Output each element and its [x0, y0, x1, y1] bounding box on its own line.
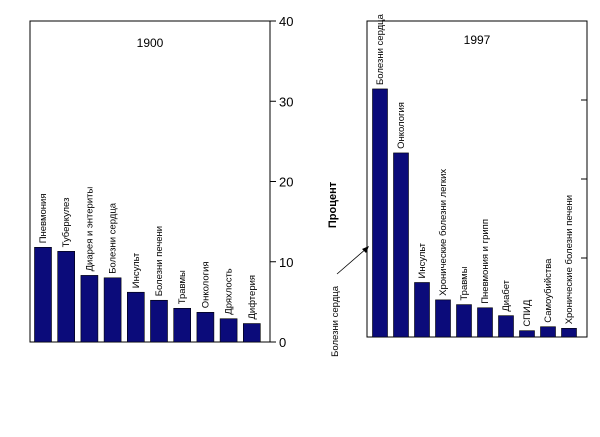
category-label: Пневмония [38, 193, 49, 243]
bar [34, 247, 52, 343]
category-label: Болезни сердца [375, 13, 386, 85]
category-label: Пневмония и грипп [480, 219, 491, 304]
heart-disease-annotation: Болезни сердца [330, 246, 369, 357]
category-label: Болезни печени [154, 226, 165, 296]
bar [127, 291, 145, 343]
category-label: Дифтерия [247, 275, 258, 320]
chart-title: 1900 [137, 36, 164, 50]
bar [498, 315, 514, 338]
chart-title: 1997 [464, 33, 491, 47]
bar [219, 318, 238, 343]
y-tick-label: 20 [279, 175, 293, 190]
category-label: Инсульт [131, 252, 142, 288]
y-axis-label: Процент [327, 181, 339, 228]
bar [393, 152, 409, 338]
bar [372, 88, 388, 338]
annotation-leader-line [336, 247, 368, 275]
bar [561, 328, 577, 338]
category-label: Хронические болезни печени [564, 195, 575, 324]
bar [477, 307, 493, 338]
bar [80, 275, 99, 343]
bar [414, 282, 430, 338]
category-label: Болезни сердца [108, 202, 119, 274]
chart-1900: 1900 0 10 20 30 40 Пневмония Туберкулез Диарея и… [29, 14, 293, 350]
bar [57, 251, 76, 343]
bar [150, 299, 168, 343]
category-label: Самоубийства [543, 258, 554, 323]
bar [435, 299, 451, 338]
bar [173, 307, 191, 343]
chart-1997: 1997 Болезни сердца Онкология Инсульт Хронич… [366, 13, 588, 338]
y-tick-label: 10 [279, 255, 293, 270]
category-label: Онкология [200, 261, 211, 308]
category-label: Хронические болезни легких [438, 169, 449, 296]
category-label: Диабет [501, 279, 512, 311]
annotation-arrowhead [362, 246, 369, 253]
bar [519, 330, 535, 338]
bar [456, 304, 472, 338]
category-label: Туберкулез [61, 198, 72, 248]
category-label: Травмы [177, 270, 188, 304]
bar [540, 326, 556, 338]
category-label: Дряхлость [224, 268, 235, 315]
category-label: Травмы [459, 266, 470, 300]
bar [103, 277, 122, 343]
y-tick-label: 30 [279, 94, 293, 109]
category-label: Онкология [396, 102, 407, 149]
y-tick-label: 0 [279, 335, 286, 350]
category-label: СПИД [522, 299, 533, 327]
annotation-label: Болезни сердца [330, 285, 341, 357]
bar [196, 312, 215, 343]
category-label: Диарея и энтериты [84, 187, 95, 272]
category-label: Инсульт [417, 242, 428, 278]
bar [243, 323, 261, 343]
y-tick-label: 40 [279, 14, 293, 29]
